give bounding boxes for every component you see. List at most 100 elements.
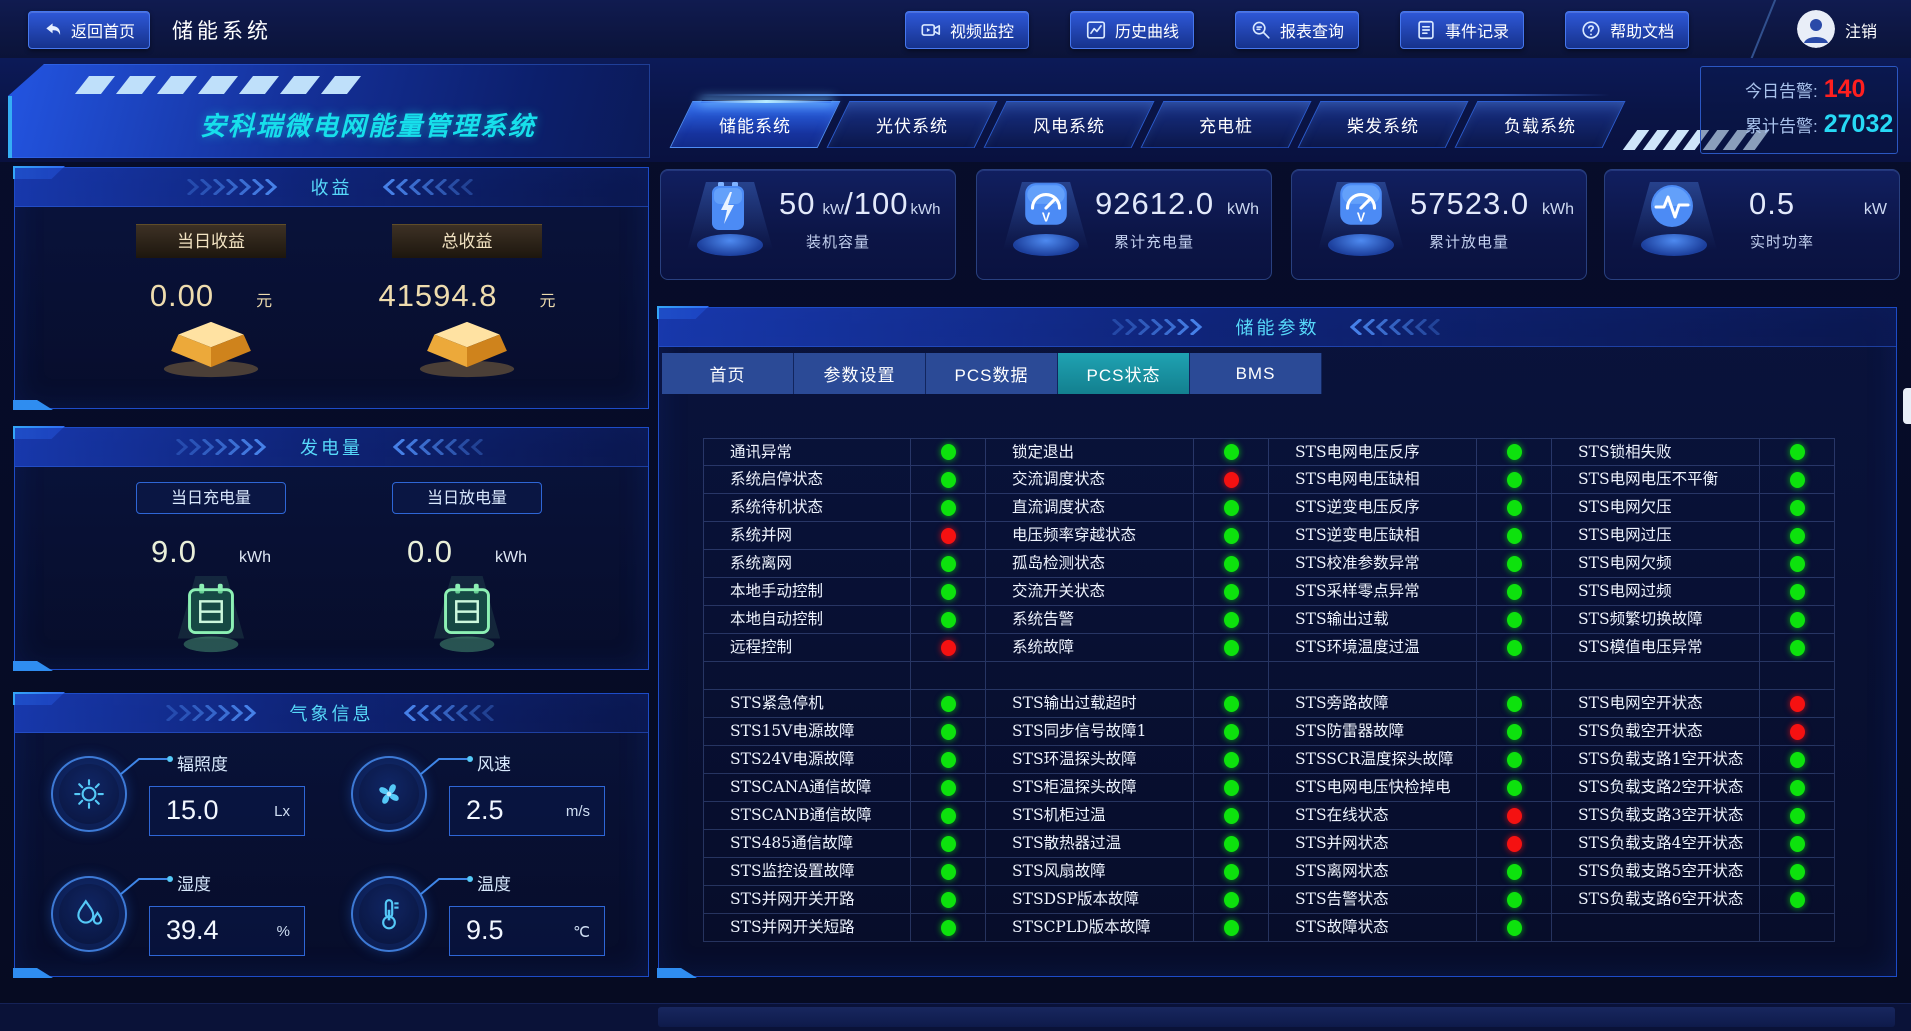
status-label: STS负载空开状态 bbox=[1552, 718, 1760, 746]
status-indicator-green bbox=[1506, 723, 1522, 740]
sun-icon bbox=[51, 756, 127, 832]
status-indicator-green bbox=[940, 499, 956, 516]
irradiance-value: 15.0 bbox=[166, 795, 219, 825]
topbar-button-curve[interactable]: 历史曲线 bbox=[1070, 11, 1195, 49]
chevrons-left-icon bbox=[403, 705, 499, 721]
logout-button[interactable]: 注销 bbox=[1845, 24, 1878, 41]
storage-tab-5[interactable]: BMS bbox=[1190, 353, 1322, 394]
back-home-button[interactable]: 返回首页 bbox=[28, 11, 151, 49]
status-indicator-green bbox=[1506, 555, 1522, 572]
status-label: STSDSP版本故障 bbox=[986, 886, 1194, 914]
temperature-value: 9.5 bbox=[466, 915, 504, 945]
status-label: 本地自动控制 bbox=[703, 606, 911, 634]
humidity-value-box: 39.4 % bbox=[149, 906, 305, 956]
status-label: STS485通信故障 bbox=[703, 830, 911, 858]
temperature-item: 温度 9.5 ℃ bbox=[351, 860, 625, 970]
status-label bbox=[1552, 914, 1760, 942]
status-indicator-green bbox=[1506, 444, 1522, 460]
storage-tab-1[interactable]: 首页 bbox=[662, 353, 794, 394]
status-table-row: STS监控设置故障 STS风扇故障 STS离网状态 STS负载支路5空开状态 bbox=[703, 858, 1835, 886]
scrollbar-thumb[interactable] bbox=[1903, 388, 1911, 424]
status-label: STS环境温度过温 bbox=[1269, 634, 1477, 662]
status-label: STS电网欠压 bbox=[1552, 494, 1760, 522]
status-dot-cell bbox=[1760, 718, 1835, 746]
status-label: STS故障状态 bbox=[1269, 914, 1477, 942]
status-indicator-green bbox=[1223, 723, 1239, 740]
status-dot-cell bbox=[911, 690, 986, 718]
curve-icon bbox=[1085, 19, 1107, 41]
status-label: STS输出过载超时 bbox=[986, 690, 1194, 718]
topbar-button-help[interactable]: 帮助文档 bbox=[1565, 11, 1690, 49]
system-tab-4[interactable]: 充电桩 bbox=[1140, 101, 1312, 148]
status-dot-cell bbox=[1760, 606, 1835, 634]
status-indicator-green bbox=[1789, 444, 1805, 460]
connector-line bbox=[119, 754, 175, 781]
user-avatar-icon[interactable] bbox=[1797, 10, 1835, 48]
connector-line bbox=[119, 874, 175, 901]
status-label: 系统并网 bbox=[703, 522, 911, 550]
storage-tab-2[interactable]: 参数设置 bbox=[794, 353, 926, 394]
system-tab-5[interactable]: 柴发系统 bbox=[1297, 101, 1469, 148]
calendar-battery-icon bbox=[367, 576, 567, 661]
today-alarm-value: 140 bbox=[1823, 75, 1866, 103]
status-label: STS逆变电压缺相 bbox=[1269, 522, 1477, 550]
system-tab-2[interactable]: 光伏系统 bbox=[826, 101, 998, 148]
status-label: STS模值电压异常 bbox=[1552, 634, 1760, 662]
status-dot-cell bbox=[1477, 830, 1552, 858]
gold-ingot-icon bbox=[367, 320, 567, 383]
status-dot-cell bbox=[1760, 830, 1835, 858]
status-dot-cell bbox=[1194, 830, 1269, 858]
status-label: STS防雷器故障 bbox=[1269, 718, 1477, 746]
status-label: STS负载支路3空开状态 bbox=[1552, 802, 1760, 830]
status-table-row: STS485通信故障 STS散热器过温 STS并网状态 STS负载支路4空开状态 bbox=[703, 830, 1835, 858]
storage-tabs: 首页 参数设置 PCS数据 PCS状态 BMS bbox=[662, 353, 1322, 394]
status-table-row: 系统待机状态 直流调度状态 STS逆变电压反序 STS电网欠压 bbox=[703, 494, 1835, 522]
status-dot-cell bbox=[911, 522, 986, 550]
storage-tab-3[interactable]: PCS数据 bbox=[926, 353, 1058, 394]
status-indicator-green bbox=[1789, 751, 1805, 768]
status-table-row: STS紧急停机 STS输出过载超时 STS旁路故障 STS电网空开状态 bbox=[703, 690, 1835, 718]
temperature-icon bbox=[351, 876, 427, 952]
status-label: STS电网电压快检掉电 bbox=[1269, 774, 1477, 802]
generation-panel: 发电量 当日充电量 9.0 kWh 当日放电量 0.0 kWh bbox=[14, 427, 649, 670]
total-discharge-card: V 57523.0 kWh 累计放电量 bbox=[1291, 169, 1587, 280]
status-dot-cell bbox=[1760, 494, 1835, 522]
temperature-value-box: 9.5 ℃ bbox=[449, 906, 605, 956]
topbar-button-report-search[interactable]: 报表查询 bbox=[1235, 11, 1360, 49]
status-indicator-green bbox=[1506, 751, 1522, 768]
topbar-button-label: 帮助文档 bbox=[1610, 24, 1675, 41]
topbar-button-video[interactable]: 视频监控 bbox=[905, 11, 1030, 49]
charge-meter-icon: V bbox=[1022, 180, 1070, 237]
status-indicator-green bbox=[1223, 499, 1239, 516]
status-indicator-red bbox=[940, 639, 956, 656]
video-icon bbox=[920, 19, 942, 41]
status-indicator-green bbox=[1223, 751, 1239, 768]
total-charge-card: V 92612.0 kWh 累计充电量 bbox=[976, 169, 1272, 280]
status-dot-cell bbox=[1477, 858, 1552, 886]
income-panel-header: 收益 bbox=[15, 168, 648, 207]
status-label bbox=[703, 662, 911, 690]
status-indicator-green bbox=[1223, 583, 1239, 600]
system-tab-6[interactable]: 负载系统 bbox=[1454, 101, 1626, 148]
today-alarm-row: 今日告警: 140 bbox=[1745, 75, 1897, 110]
status-table-row: STSCANA通信故障 STS柜温探头故障 STS电网电压快检掉电 STS负载支路2空… bbox=[703, 774, 1835, 802]
daily-income-value: 0.00 bbox=[149, 278, 215, 313]
status-indicator-green bbox=[1223, 807, 1239, 824]
status-dot-cell bbox=[1477, 522, 1552, 550]
status-table-spacer-row bbox=[703, 662, 1835, 690]
status-dot-cell bbox=[1477, 634, 1552, 662]
alarm-summary: 今日告警: 140 累计告警: 27032 bbox=[1700, 66, 1898, 154]
storage-tab-4[interactable]: PCS状态 bbox=[1058, 353, 1190, 394]
system-tab-1[interactable]: 储能系统 bbox=[669, 101, 841, 148]
wind-speed-item: 风速 2.5 m/s bbox=[351, 740, 625, 850]
humidity-item: 湿度 39.4 % bbox=[51, 860, 325, 970]
status-label: STS监控设置故障 bbox=[703, 858, 911, 886]
status-label: 直流调度状态 bbox=[986, 494, 1194, 522]
status-dot-cell bbox=[1194, 550, 1269, 578]
status-label: STS旁路故障 bbox=[1269, 690, 1477, 718]
status-dot-cell bbox=[1477, 802, 1552, 830]
system-tab-3[interactable]: 风电系统 bbox=[983, 101, 1155, 148]
topbar-button-event-log[interactable]: 事件记录 bbox=[1400, 11, 1525, 49]
status-label: STS机柜过温 bbox=[986, 802, 1194, 830]
wind-speed-value-box: 2.5 m/s bbox=[449, 786, 605, 836]
